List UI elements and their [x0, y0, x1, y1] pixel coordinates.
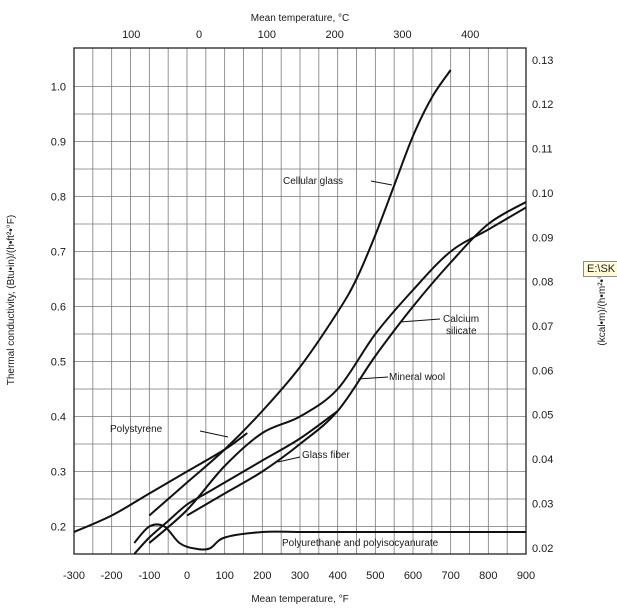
y-left-tick-label: 0.7: [51, 247, 66, 259]
y-left-tick-label: 0.2: [51, 522, 66, 534]
label-glass-fiber: Glass fiber: [302, 450, 350, 461]
y-right-tick-label: 0.08: [532, 277, 553, 289]
y-left-tick-label: 0.8: [51, 192, 66, 204]
curves: [73, 69, 527, 555]
label-calcium: Calcium: [443, 314, 479, 325]
y-left-tick-label: 0.3: [51, 467, 66, 479]
x-bottom-tick-label: 600: [404, 570, 422, 582]
x-bottom-tick-label: -100: [138, 570, 160, 582]
x-bottom-tick-label: 100: [215, 570, 233, 582]
label-silicate: silicate: [446, 326, 477, 337]
y-left-tick-label: 0.4: [51, 412, 66, 424]
y-right-tick-label: 0.07: [532, 321, 553, 333]
label-leaders: [199, 180, 441, 463]
right-axis-title: (kcal•m)/(h•m²•°C): [597, 264, 608, 345]
x-bottom-tick-label: 800: [479, 570, 497, 582]
series-polystyrene: [73, 432, 248, 533]
x-top-tick-label: 0: [196, 29, 202, 41]
x-top-tick-label: 300: [393, 29, 411, 41]
y-right-tick-label: 0.09: [532, 232, 553, 244]
y-right-tick-label: 0.02: [532, 543, 553, 555]
bottom-axis-title: Mean temperature, °F: [251, 594, 348, 605]
x-bottom-tick-label: 200: [253, 570, 271, 582]
y-right-tick-label: 0.04: [532, 454, 553, 466]
y-right-tick-label: 0.11: [532, 144, 553, 156]
y-left-tick-label: 1.0: [51, 82, 66, 94]
x-bottom-tick-label: 400: [328, 570, 346, 582]
grid: [74, 48, 526, 554]
label-cellular-glass: Cellular glass: [283, 176, 343, 187]
glass-fiber-leader: [277, 456, 301, 463]
calcium-silicate-leader: [399, 318, 441, 323]
x-top-tick-label: 100: [122, 29, 140, 41]
x-bottom-tick-label: 900: [517, 570, 535, 582]
x-top-tick-label: 400: [461, 29, 479, 41]
label-polystyrene: Polystyrene: [110, 424, 163, 435]
x-bottom-tick-label: 700: [441, 570, 459, 582]
y-right-tick-label: 0.06: [532, 365, 553, 377]
x-bottom-tick-label: -300: [63, 570, 85, 582]
polystyrene-leader: [199, 430, 229, 438]
tick-labels: -300 -200 -100 0 100 200 300 400 500 600 700 800 900…: [51, 29, 554, 582]
y-right-tick-label: 0.05: [532, 410, 553, 422]
label-mineral-wool: Mineral wool: [389, 372, 445, 383]
y-right-tick-label: 0.10: [532, 188, 553, 200]
x-bottom-tick-label: 300: [291, 570, 309, 582]
mineral-wool-leader: [357, 376, 389, 380]
y-right-tick-label: 0.12: [532, 99, 553, 111]
series-glass-fiber: [133, 410, 339, 555]
cellular-glass-leader: [370, 180, 393, 186]
x-bottom-tick-label: 0: [184, 570, 190, 582]
x-top-tick-label: 100: [258, 29, 276, 41]
y-left-tick-label: 0.6: [51, 302, 66, 314]
x-bottom-tick-label: -200: [101, 570, 123, 582]
path-tooltip: E:\SK: [583, 261, 617, 277]
left-axis-title: Thermal conductivity, (Btu•in)/(h•ft²•°F…: [6, 215, 17, 385]
y-left-tick-label: 0.5: [51, 357, 66, 369]
series-mineral-wool: [148, 206, 527, 544]
x-bottom-tick-label: 500: [366, 570, 384, 582]
y-left-tick-label: 0.9: [51, 137, 66, 149]
y-right-tick-label: 0.03: [532, 498, 553, 510]
x-top-tick-label: 200: [325, 29, 343, 41]
label-polyurethane: Polyurethane and polyisocyanurate: [282, 538, 439, 549]
top-axis-title: Mean temperature, °C: [251, 13, 350, 24]
series-polyurethane-and-polyisocyanurate: [133, 523, 526, 551]
series-calcium-silicate: [186, 201, 527, 517]
y-right-tick-label: 0.13: [532, 55, 553, 67]
plot-frame: [73, 47, 527, 555]
